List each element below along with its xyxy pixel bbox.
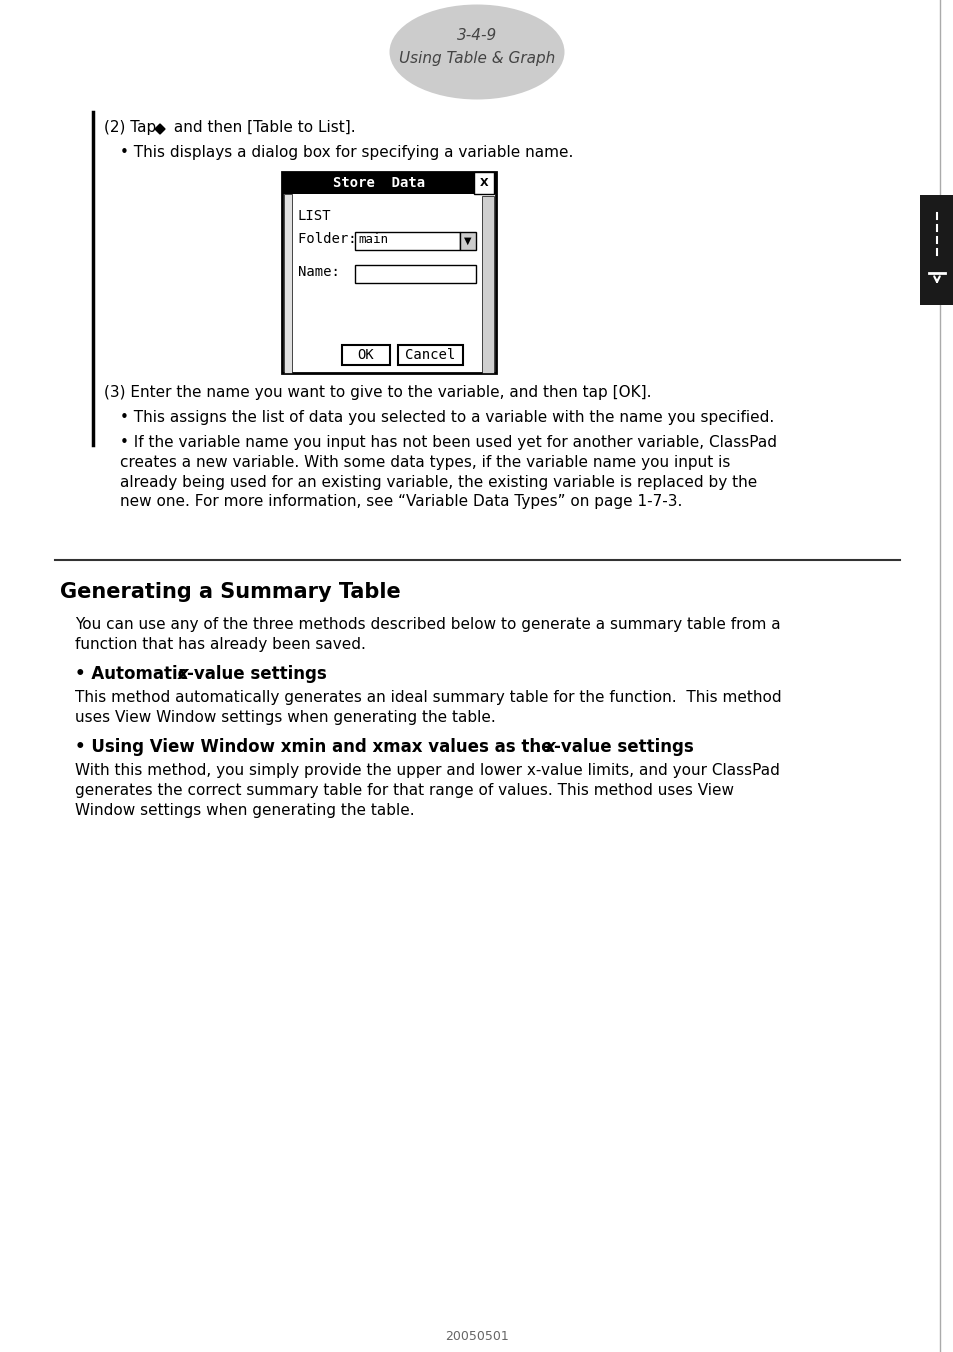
Bar bbox=[459, 233, 476, 250]
Bar bbox=[341, 345, 390, 365]
Bar bbox=[355, 265, 476, 283]
Bar bbox=[284, 193, 292, 373]
Text: ▼: ▼ bbox=[464, 237, 471, 246]
Text: x: x bbox=[544, 738, 556, 756]
Text: • Using View Window xmin and xmax values as the: • Using View Window xmin and xmax values… bbox=[75, 738, 558, 756]
Text: Generating a Summary Table: Generating a Summary Table bbox=[60, 581, 400, 602]
Bar bbox=[355, 233, 459, 250]
Text: • This displays a dialog box for specifying a variable name.: • This displays a dialog box for specify… bbox=[120, 145, 573, 160]
Text: -value settings: -value settings bbox=[187, 665, 327, 683]
Text: (3) Enter the name you want to give to the variable, and then tap [OK].: (3) Enter the name you want to give to t… bbox=[104, 385, 651, 400]
Text: You can use any of the three methods described below to generate a summary table: You can use any of the three methods des… bbox=[75, 617, 780, 652]
Text: and then [Table to List].: and then [Table to List]. bbox=[169, 120, 355, 135]
Text: • This assigns the list of data you selected to a variable with the name you spe: • This assigns the list of data you sele… bbox=[120, 410, 774, 425]
Bar bbox=[919, 195, 953, 306]
Text: (2) Tap: (2) Tap bbox=[104, 120, 161, 135]
Bar bbox=[474, 172, 494, 193]
Text: Cancel: Cancel bbox=[405, 347, 456, 362]
Text: -value settings: -value settings bbox=[554, 738, 693, 756]
Text: 20050501: 20050501 bbox=[445, 1330, 508, 1343]
Text: Using Table & Graph: Using Table & Graph bbox=[398, 50, 555, 65]
Text: • If the variable name you input has not been used yet for another variable, Cla: • If the variable name you input has not… bbox=[120, 435, 776, 510]
Text: x: x bbox=[178, 665, 189, 683]
Bar bbox=[282, 172, 496, 193]
Text: • Automatic: • Automatic bbox=[75, 665, 193, 683]
Text: Name:: Name: bbox=[297, 265, 348, 279]
Text: 3-4-9: 3-4-9 bbox=[456, 27, 497, 42]
Bar bbox=[282, 172, 496, 373]
Text: main: main bbox=[357, 233, 388, 246]
Bar bbox=[397, 345, 462, 365]
Polygon shape bbox=[154, 124, 165, 134]
Text: X: X bbox=[479, 178, 488, 188]
Text: With this method, you simply provide the upper and lower x-value limits, and you: With this method, you simply provide the… bbox=[75, 763, 779, 818]
Text: OK: OK bbox=[357, 347, 374, 362]
Ellipse shape bbox=[389, 4, 564, 100]
Bar bbox=[481, 196, 494, 373]
Text: Folder:: Folder: bbox=[297, 233, 365, 246]
Text: Store  Data: Store Data bbox=[333, 176, 425, 191]
Text: This method automatically generates an ideal summary table for the function.  Th: This method automatically generates an i… bbox=[75, 690, 781, 725]
Text: LIST: LIST bbox=[297, 210, 331, 223]
